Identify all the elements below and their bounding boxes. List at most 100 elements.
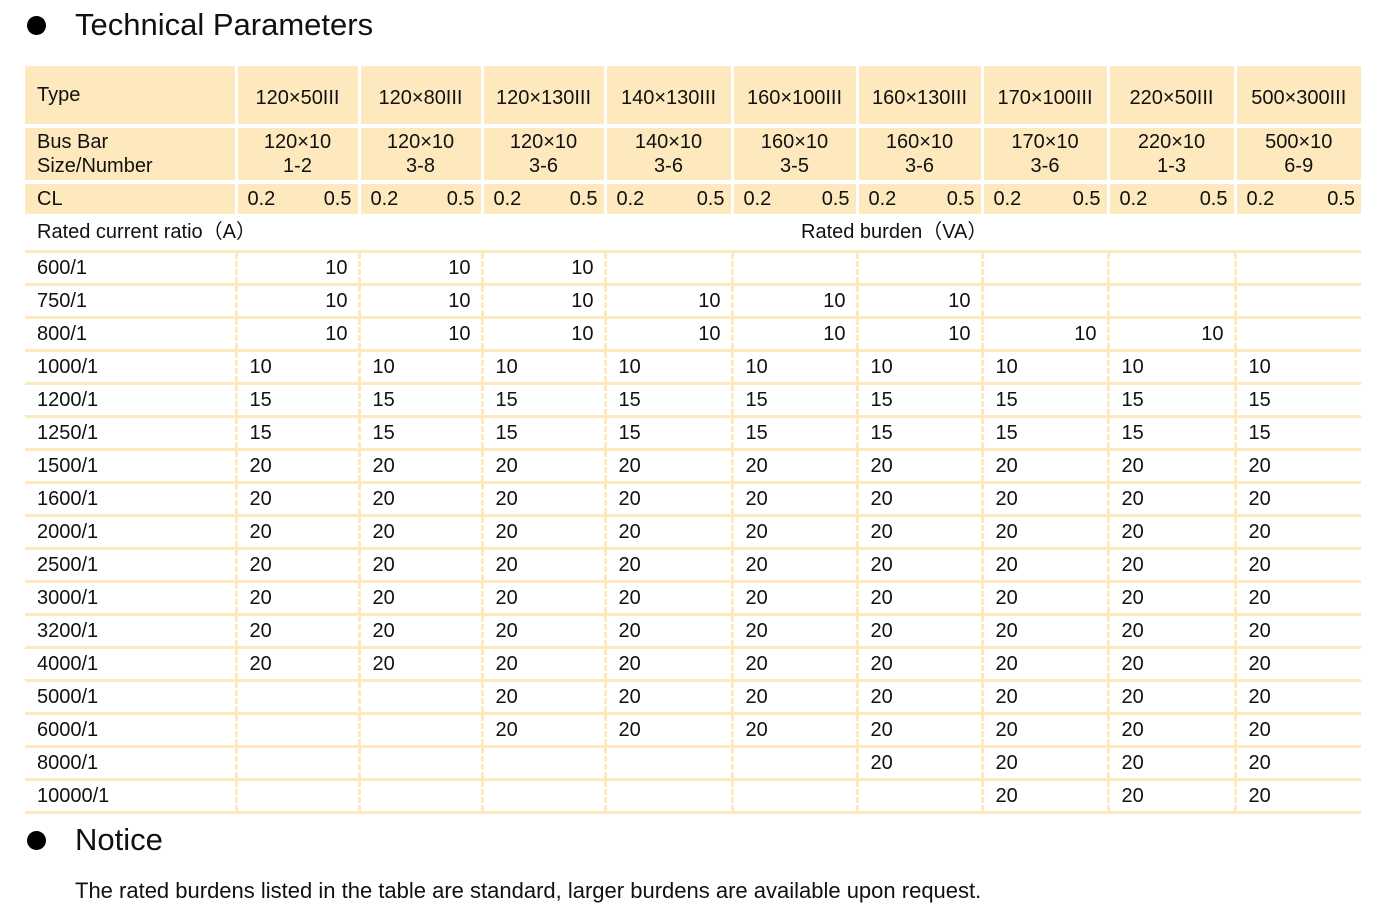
table-row: 750/1 10 10 10 10 10 10 [25,284,1361,319]
burden-cell: 10 [234,350,359,385]
burden-cell [234,779,359,814]
burden-cell: 10 [480,251,605,286]
burden-cell [357,779,482,814]
ratio-cell: 8000/1 [25,746,236,781]
cl-value-0-5: 0.5 [821,188,850,210]
table-row: 8000/1 20 20 20 20 [25,746,1361,781]
bus-bar-cell: 120×10 3-6 [480,126,605,184]
cl-value-0-2: 0.2 [247,188,276,210]
burden-cell: 20 [480,614,605,649]
burden-cell: 20 [1106,449,1235,484]
bus-bar-number: 6-9 [1284,155,1314,177]
burden-cell: 20 [980,482,1108,517]
table-row: 2000/1 20 20 20 20 20 20 20 20 20 [25,515,1361,550]
type-cell: 120×130III [480,66,605,128]
table-row: 800/1 10 10 10 10 10 10 10 10 [25,317,1361,352]
burden-cell: 20 [1106,482,1235,517]
cl-value-0-2: 0.2 [993,188,1022,210]
burden-cell: 10 [980,317,1108,352]
burden-cell: 20 [855,515,982,550]
burden-cell: 10 [480,317,605,352]
type-cell: 160×130III [855,66,982,128]
burden-cell: 20 [603,581,732,616]
cl-cell: 0.2 0.5 [980,182,1108,214]
burden-cell [1106,251,1235,286]
type-row: Type 120×50III 120×80III 120×130III 140×130I… [25,66,1361,128]
subheading-row: Rated current ratio（A） Rated burden（VA） [25,214,1361,253]
cl-cell: 0.2 0.5 [357,182,482,214]
bus-bar-cell: 220×10 1-3 [1106,126,1235,184]
bus-bar-number: 3-6 [654,155,683,177]
burden-cell: 20 [1106,515,1235,550]
burden-cell: 20 [234,581,359,616]
bus-bar-cell: 140×10 3-6 [603,126,732,184]
burden-cell: 15 [855,416,982,451]
burden-cell: 20 [357,647,482,682]
type-cell: 120×50III [234,66,359,128]
burden-cell: 20 [234,647,359,682]
table-row: 1500/1 20 20 20 20 20 20 20 20 20 [25,449,1361,484]
burden-cell: 20 [855,581,982,616]
burden-cell: 20 [357,548,482,583]
bus-bar-size: 160×10 [760,131,829,153]
burden-cell [1106,284,1235,319]
technical-parameters-title: Technical Parameters [75,7,374,42]
burden-cell: 20 [1233,581,1361,616]
burden-cell: 15 [730,416,857,451]
burden-cell: 20 [730,713,857,748]
burden-cell: 20 [480,482,605,517]
burden-cell: 20 [980,614,1108,649]
burden-cell: 15 [480,416,605,451]
burden-cell [980,284,1108,319]
burden-cell: 10 [357,284,482,319]
ratio-cell: 10000/1 [25,779,236,814]
cl-pair: 0.2 0.5 [860,184,981,214]
ratio-cell: 2500/1 [25,548,236,583]
burden-cell: 20 [1106,779,1235,814]
burden-cell [1233,317,1361,352]
burden-cell: 20 [980,680,1108,715]
burden-cell [234,746,359,781]
burden-cell: 15 [1233,383,1361,418]
burden-cell: 10 [855,350,982,385]
burden-cell: 20 [855,548,982,583]
burden-cell [357,746,482,781]
burden-cell [603,251,732,286]
cl-value-0-2: 0.2 [1119,188,1148,210]
cl-pair: 0.2 0.5 [1111,184,1234,214]
notice-heading: Notice [27,823,163,857]
table-row: 2500/1 20 20 20 20 20 20 20 20 20 [25,548,1361,583]
burden-cell [234,713,359,748]
cl-value-0-2: 0.2 [616,188,645,210]
bus-bar-number: 1-3 [1157,155,1186,177]
table-row: 3200/1 20 20 20 20 20 20 20 20 20 [25,614,1361,649]
cl-cell: 0.2 0.5 [730,182,857,214]
burden-cell: 15 [480,383,605,418]
ratio-cell: 3000/1 [25,581,236,616]
burden-cell: 20 [603,713,732,748]
cl-pair: 0.2 0.5 [485,184,604,214]
burden-cell: 20 [234,449,359,484]
burden-cell: 20 [603,548,732,583]
cl-cell: 0.2 0.5 [1233,182,1361,214]
burden-cell: 10 [603,284,732,319]
burden-cell [603,779,732,814]
burden-cell: 20 [480,449,605,484]
burden-cell: 20 [855,680,982,715]
type-cell: 220×50III [1106,66,1235,128]
burden-cell [480,746,605,781]
ratio-cell: 800/1 [25,317,236,352]
burden-cell: 20 [1233,515,1361,550]
burden-cell: 10 [357,251,482,286]
burden-cell: 10 [730,317,857,352]
bus-bar-number: 3-6 [905,155,934,177]
burden-cell [980,251,1108,286]
burden-cell: 20 [234,548,359,583]
bus-bar-cell: 170×10 3-6 [980,126,1108,184]
cl-pair: 0.2 0.5 [1238,184,1361,214]
bus-bar-size: 170×10 [1011,131,1079,153]
ratio-cell: 1200/1 [25,383,236,418]
burden-cell: 15 [357,383,482,418]
burden-cell: 20 [480,680,605,715]
burden-cell: 15 [603,383,732,418]
